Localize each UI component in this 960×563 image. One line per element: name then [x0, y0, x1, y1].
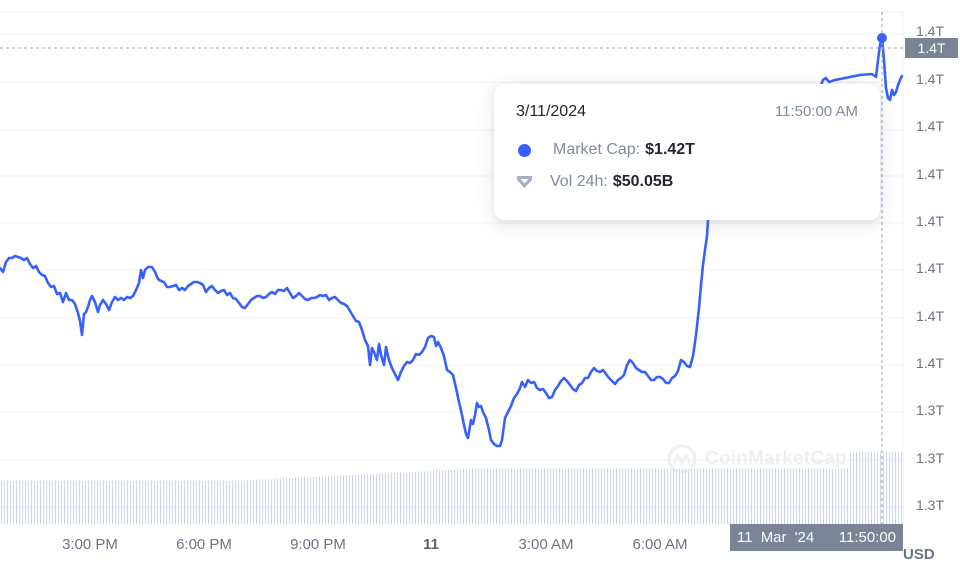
- grid-lines: [0, 11, 903, 508]
- market-cap-dot-icon: [518, 143, 531, 157]
- x-axis-tick-label: 3:00 PM: [62, 536, 118, 553]
- currency-label: USD: [903, 546, 935, 563]
- tooltip-market-cap-value: $1.42T: [645, 141, 695, 158]
- x-axis-tick-label: 11: [423, 536, 439, 553]
- y-axis-tick-label: 1.4T: [916, 213, 945, 229]
- market-cap-line: [0, 36, 904, 448]
- volume-bars: [1, 452, 903, 524]
- tooltip-market-cap-row: Market Cap: $1.42T: [516, 141, 695, 159]
- hover-point-marker: [877, 33, 887, 43]
- coinmarketcap-logo-icon: [667, 444, 697, 474]
- tooltip-volume-row: Vol 24h: $50.05B: [516, 173, 673, 191]
- x-axis-tick-label: 3:00 AM: [518, 536, 574, 553]
- crosshair-x-value-badge: 11 Mar '24 11:50:00: [730, 524, 903, 551]
- y-axis-tick-label: 1.4T: [916, 260, 945, 276]
- y-axis-tick-label: 1.3T: [916, 450, 945, 466]
- tooltip-time: 11:50:00 AM: [774, 103, 858, 120]
- hover-tooltip: 3/11/2024 11:50:00 AM Market Cap: $1.42T…: [494, 84, 880, 220]
- volume-shield-icon: [517, 176, 532, 188]
- y-axis-tick-label: 1.4T: [916, 355, 945, 371]
- y-axis-tick-label: 1.3T: [916, 497, 945, 513]
- watermark: CoinMarketCap: [667, 444, 847, 474]
- tooltip-market-cap-label: Market Cap:: [553, 141, 641, 158]
- x-axis-tick-label: 9:00 PM: [290, 536, 346, 553]
- x-axis-tick-label: 6:00 AM: [632, 536, 688, 553]
- y-axis-tick-label: 1.4T: [916, 308, 945, 324]
- y-axis-tick-label: 1.4T: [916, 71, 945, 87]
- tooltip-date: 3/11/2024: [516, 103, 586, 120]
- x-axis-tick-label: 6:00 PM: [176, 536, 232, 553]
- crosshair-y-value-badge: 1.4T: [905, 38, 958, 58]
- tooltip-volume-value: $50.05B: [612, 173, 674, 190]
- y-axis-tick-label: 1.4T: [916, 23, 945, 39]
- y-axis-tick-label: 1.4T: [916, 118, 945, 134]
- tooltip-volume-label: Vol 24h:: [550, 173, 608, 190]
- y-axis-tick-label: 1.4T: [916, 166, 945, 182]
- y-axis-tick-label: 1.3T: [916, 402, 945, 418]
- watermark-text: CoinMarketCap: [705, 448, 847, 469]
